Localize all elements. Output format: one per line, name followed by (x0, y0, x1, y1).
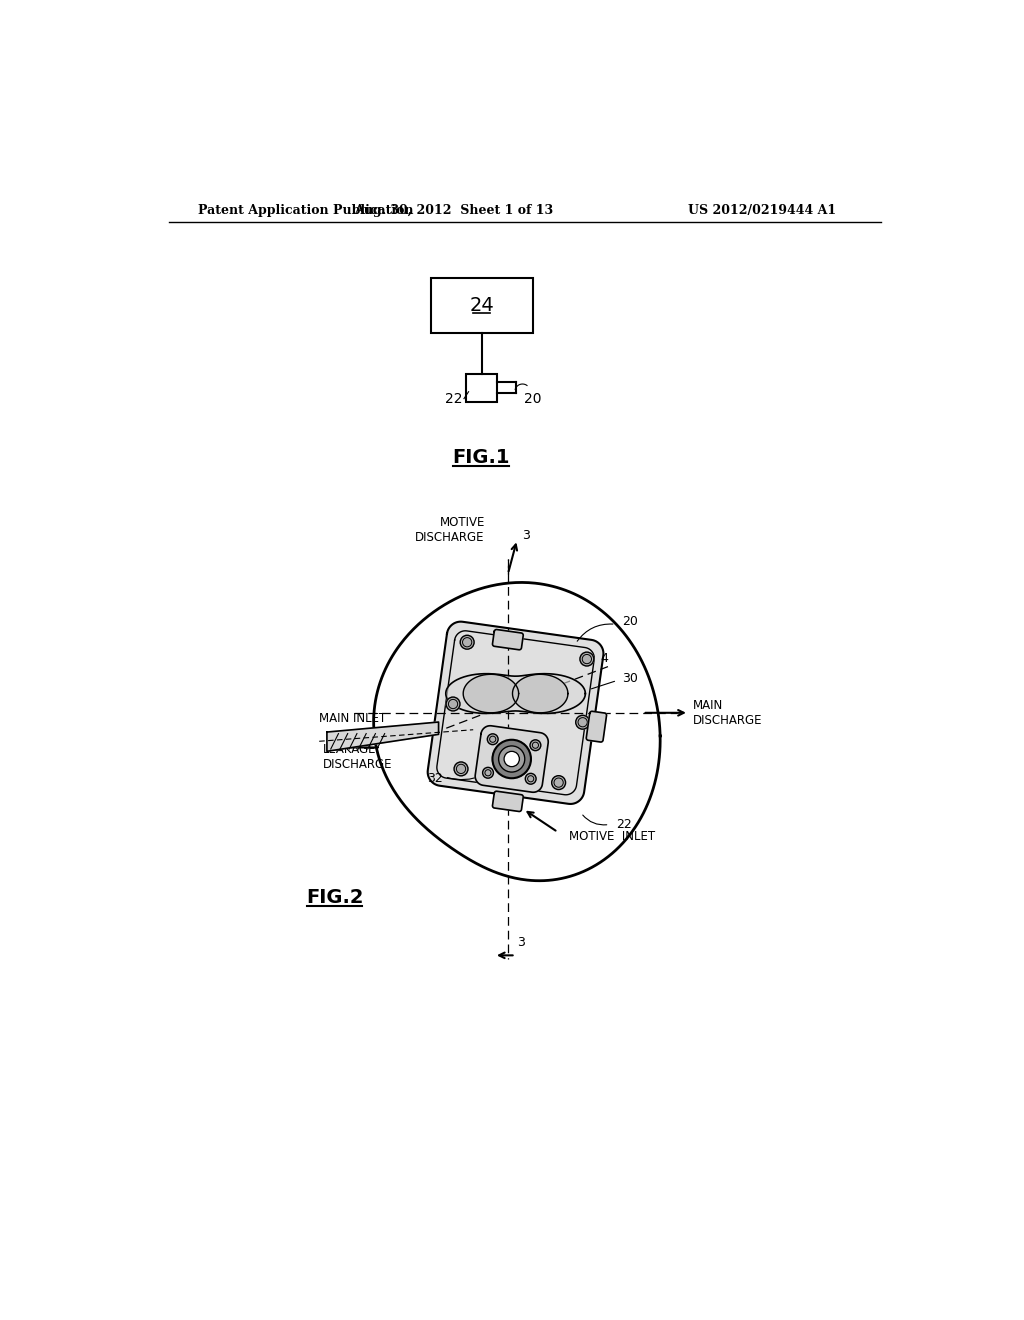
Circle shape (493, 739, 531, 779)
Circle shape (525, 774, 537, 784)
Circle shape (487, 734, 498, 744)
Circle shape (504, 751, 519, 767)
Polygon shape (475, 726, 548, 792)
Text: MAIN INLET: MAIN INLET (319, 711, 386, 725)
Text: 3: 3 (521, 529, 529, 543)
Circle shape (530, 739, 541, 751)
Text: LEAKAGE
DISCHARGE: LEAKAGE DISCHARGE (323, 743, 392, 771)
Circle shape (446, 697, 460, 711)
Bar (431, 277, 532, 333)
Polygon shape (512, 675, 568, 713)
Text: 24: 24 (469, 296, 494, 315)
Bar (466, 374, 497, 401)
Text: FIG.1: FIG.1 (453, 447, 510, 467)
Text: 4: 4 (327, 739, 335, 752)
Text: Aug. 30, 2012  Sheet 1 of 13: Aug. 30, 2012 Sheet 1 of 13 (354, 205, 554, 218)
Text: MAIN
DISCHARGE: MAIN DISCHARGE (692, 698, 762, 727)
Text: 30: 30 (622, 672, 638, 685)
Text: 20: 20 (524, 392, 542, 405)
Text: MOTIVE
DISCHARGE: MOTIVE DISCHARGE (416, 516, 484, 544)
Text: 32: 32 (427, 772, 442, 785)
Text: 22: 22 (615, 818, 632, 832)
Polygon shape (374, 582, 660, 880)
Text: 4: 4 (600, 652, 608, 665)
Text: 20: 20 (622, 615, 638, 628)
Text: US 2012/0219444 A1: US 2012/0219444 A1 (688, 205, 836, 218)
Text: MOTIVE  INLET: MOTIVE INLET (569, 829, 655, 842)
Polygon shape (463, 675, 518, 713)
Text: 3: 3 (517, 936, 525, 949)
Polygon shape (493, 630, 523, 649)
Text: FIG.2: FIG.2 (306, 888, 364, 907)
Polygon shape (327, 722, 438, 751)
Circle shape (499, 746, 525, 772)
Polygon shape (493, 791, 523, 812)
Polygon shape (445, 673, 586, 713)
Text: 22: 22 (445, 392, 463, 407)
Polygon shape (587, 711, 606, 742)
Circle shape (575, 715, 590, 729)
Circle shape (460, 635, 474, 649)
Circle shape (454, 762, 468, 776)
Circle shape (580, 652, 594, 667)
Polygon shape (428, 622, 603, 804)
Circle shape (482, 767, 494, 779)
Circle shape (552, 776, 565, 789)
Text: Patent Application Publication: Patent Application Publication (198, 205, 413, 218)
